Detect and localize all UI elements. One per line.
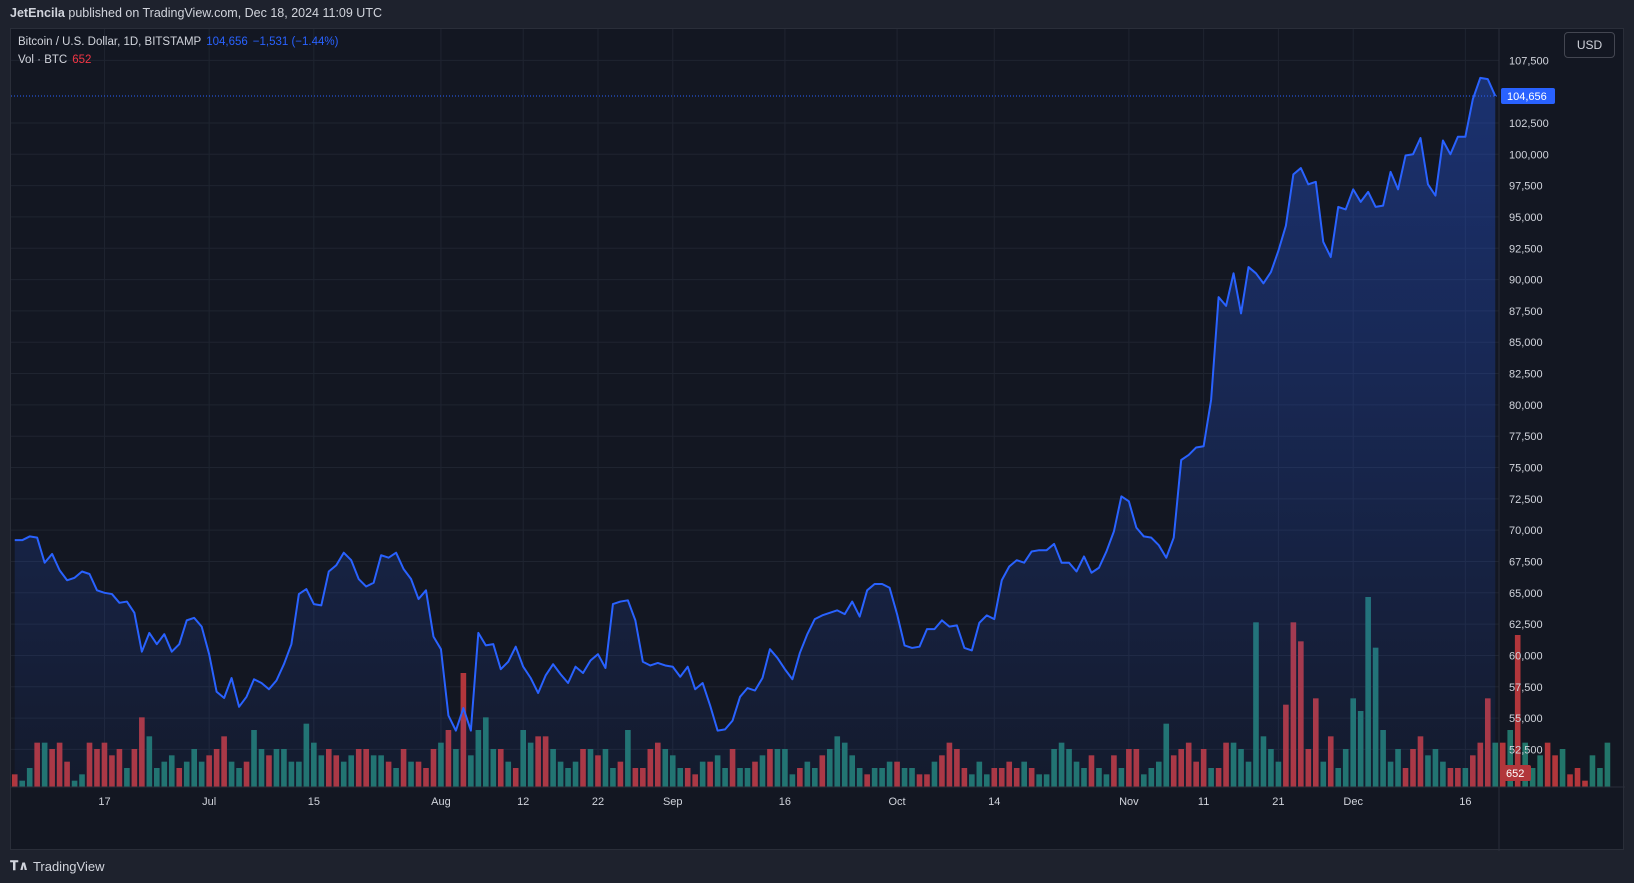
price-tick-label: 65,000 (1509, 588, 1543, 600)
price-tick-label: 62,500 (1509, 619, 1543, 631)
symbol-name[interactable]: Bitcoin / U.S. Dollar, 1D, BITSTAMP (18, 36, 202, 48)
volume-bar (1567, 774, 1573, 787)
time-tick-label: 16 (779, 796, 791, 808)
time-tick-label: 16 (1459, 796, 1471, 808)
volume-bar (1589, 755, 1596, 787)
time-tick-label: 21 (1272, 796, 1284, 808)
price-tick-label: 82,500 (1509, 369, 1543, 381)
time-tick-label: Nov (1119, 796, 1139, 808)
volume-bar (1529, 768, 1536, 787)
price-chart[interactable]: 52,500 55,000 57,500 60,000 62,500 65,000 67,5… (11, 29, 1625, 851)
price-area-fill (14, 77, 1496, 788)
time-tick-label: 14 (988, 796, 1000, 808)
price-tick-label: 90,000 (1509, 275, 1543, 287)
chart-frame[interactable]: 52,500 55,000 57,500 60,000 62,500 65,000 67,5… (10, 28, 1625, 851)
volume-bar (1574, 768, 1581, 787)
volume-bar (1492, 742, 1499, 787)
volume-tag (1501, 765, 1531, 781)
volume-bar (1597, 768, 1603, 787)
publication-info: published on TradingView.com, Dec 18, 20… (68, 6, 382, 20)
time-tick-label: 15 (308, 796, 320, 808)
price-tick-label: 80,000 (1509, 400, 1543, 412)
footer-brand[interactable]: 𝐓∧ TradingView (10, 856, 104, 876)
last-price-value: 104,656 (206, 36, 248, 48)
price-area (14, 77, 1496, 788)
tradingview-logo-icon: 𝐓∧ (10, 858, 29, 873)
volume-bar (1559, 749, 1566, 787)
price-tick-label: 57,500 (1509, 682, 1543, 694)
volume-bar (1604, 742, 1611, 787)
price-tick-label: 67,500 (1509, 556, 1543, 568)
price-tick-label: 72,500 (1509, 494, 1543, 506)
axis-tags: 104,656 652 (11, 87, 1555, 781)
volume-bar (1544, 742, 1551, 787)
volume-bar (1507, 730, 1514, 787)
time-tick-label: Jul (202, 796, 216, 808)
time-tick-label: Oct (889, 796, 906, 808)
symbol-legend[interactable]: Bitcoin / U.S. Dollar, 1D, BITSTAMP 104,6… (18, 36, 338, 48)
brand-name: TradingView (32, 858, 105, 874)
volume-tag-label: 652 (1506, 768, 1524, 780)
price-tick-label: 102,500 (1509, 118, 1549, 130)
time-tick-label: 17 (98, 796, 110, 808)
volume-bar (1582, 780, 1588, 787)
price-tick-label: 70,000 (1509, 525, 1543, 537)
price-tick-label: 100,000 (1509, 149, 1549, 161)
price-axis[interactable]: 52,500 55,000 57,500 60,000 62,500 65,000 67,5… (1498, 29, 1549, 851)
volume-bar (1537, 755, 1543, 787)
price-tick-label: 97,500 (1509, 181, 1543, 193)
time-tick-label: Dec (1343, 796, 1363, 808)
volume-label[interactable]: Vol · BTC (18, 54, 68, 66)
time-tick-label: Sep (663, 796, 683, 808)
last-price-tag (1501, 87, 1555, 104)
time-tick-label: 11 (1198, 796, 1209, 808)
price-line (14, 76, 1497, 732)
price-tick-label: 92,500 (1509, 243, 1543, 255)
price-tick-label: 52,500 (1509, 744, 1543, 756)
volume-legend[interactable]: Vol · BTC 652 (18, 54, 91, 66)
time-tick-label: Aug (431, 796, 451, 808)
price-change-value: −1,531 (−1.44%) (252, 36, 339, 48)
author-name[interactable]: JetEncila (10, 6, 65, 20)
volume-bar (1499, 742, 1506, 787)
last-price-tag-label: 104,656 (1507, 91, 1547, 103)
time-axis[interactable]: 17 Jul 15 Aug 12 22 Sep 16 Oct 14 Nov 11 21 Dec 16 (11, 786, 1625, 808)
publication-header: JetEncila published on TradingView.com, … (10, 6, 382, 24)
volume-value: 652 (72, 54, 92, 66)
volume-bar (1552, 755, 1558, 787)
price-tick-label: 75,000 (1509, 463, 1543, 475)
price-tick-label: 95,000 (1509, 212, 1543, 224)
volume-bar (1522, 742, 1528, 787)
price-line-series (14, 76, 1497, 732)
price-tick-label: 85,000 (1509, 337, 1543, 349)
price-tick-label: 55,000 (1509, 713, 1543, 725)
volume-bar (11, 774, 18, 787)
currency-button[interactable]: USD (1564, 32, 1615, 58)
time-tick-label: 12 (517, 796, 529, 808)
volume-bar (1514, 635, 1521, 787)
price-tick-label: 77,500 (1509, 431, 1543, 443)
price-tick-label: 87,500 (1509, 306, 1543, 318)
time-tick-label: 22 (592, 796, 604, 808)
price-tick-label: 60,000 (1509, 650, 1543, 662)
price-tick-label: 107,500 (1509, 55, 1549, 67)
